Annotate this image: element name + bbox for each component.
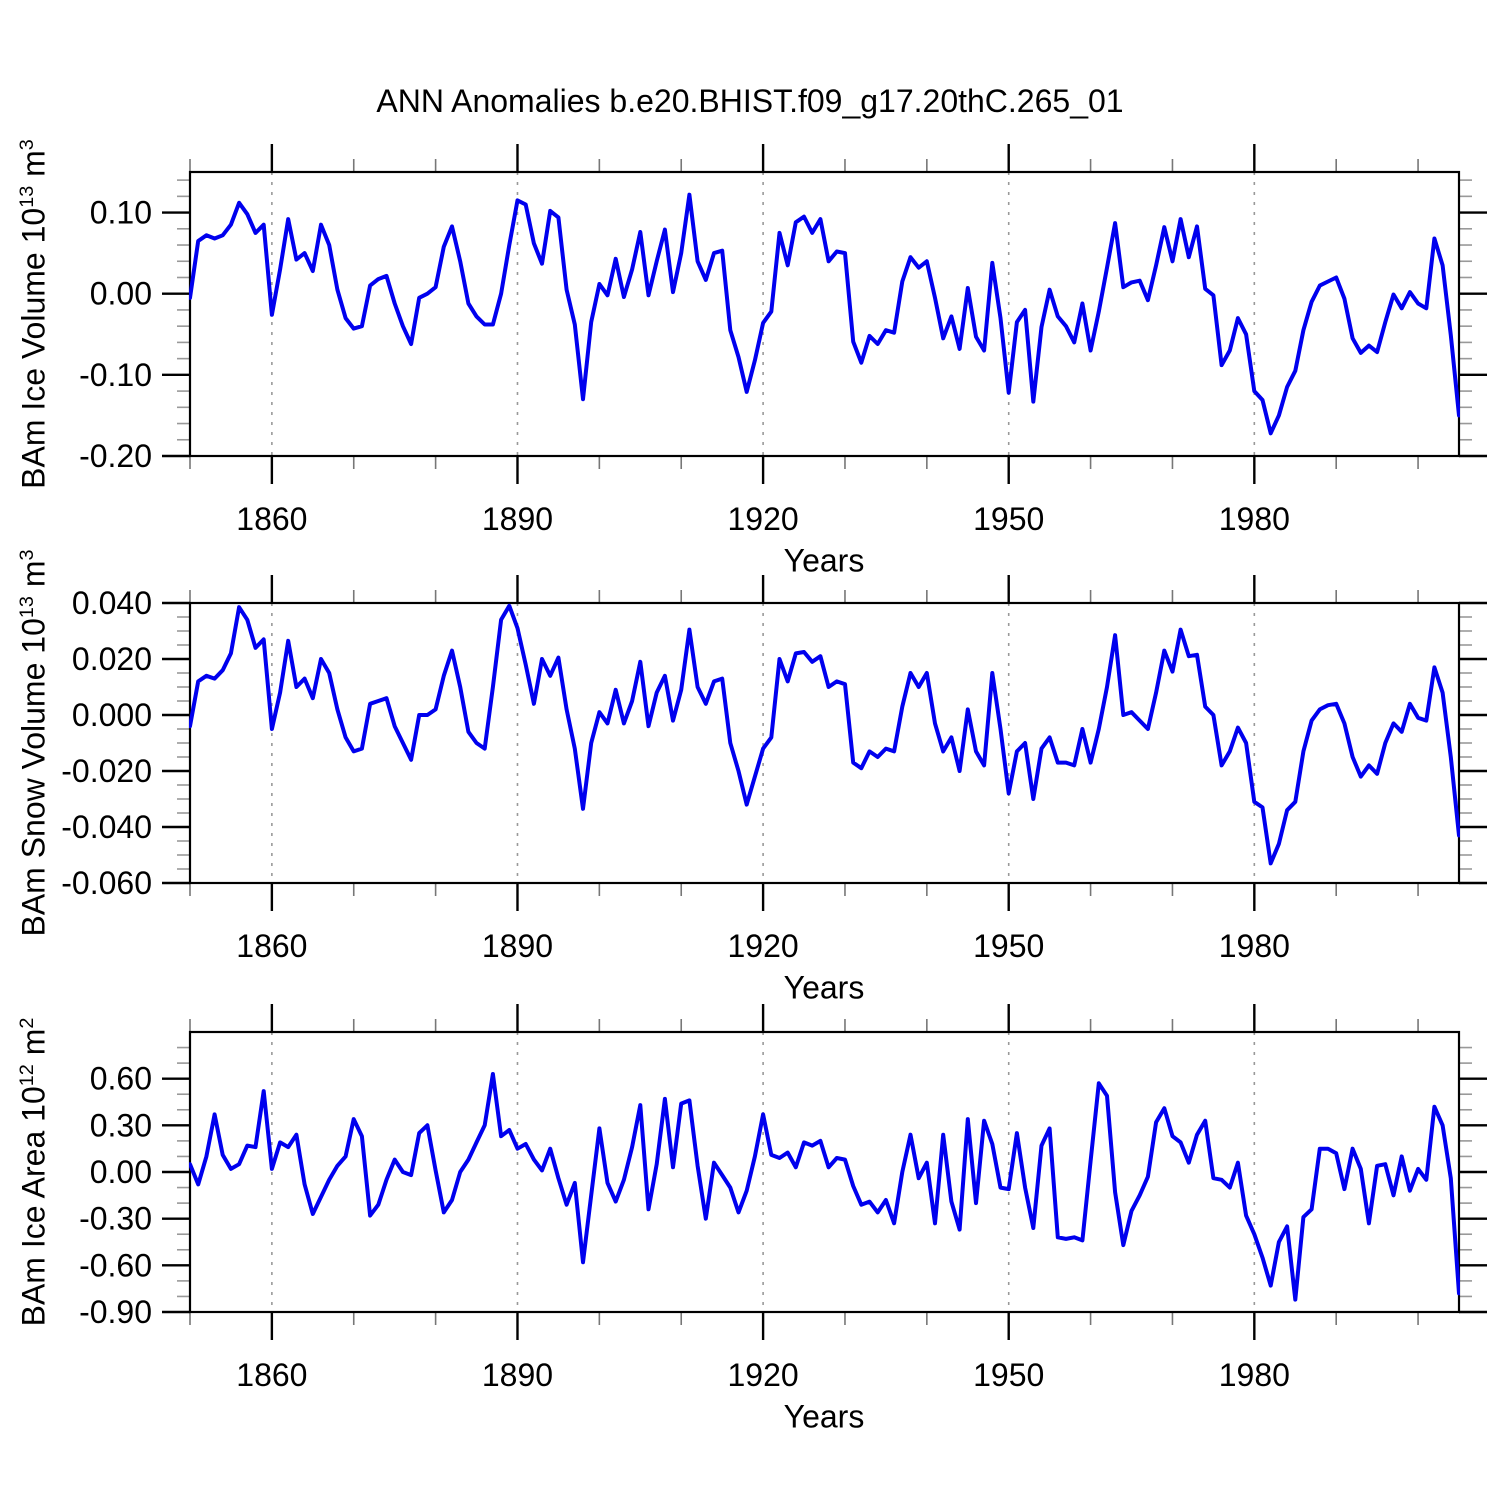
panel-frame xyxy=(188,170,1461,458)
x-tick-label: 1980 xyxy=(1219,928,1290,964)
chart-title: ANN Anomalies b.e20.BHIST.f09_g17.20thC.… xyxy=(376,83,1124,119)
y-tick-label: -0.20 xyxy=(79,438,152,474)
y-tick-label: -0.060 xyxy=(61,865,152,901)
y-tick-label: 0.30 xyxy=(90,1107,152,1143)
y-axis-title-ice-volume: BAm Ice Volume 1013 m3 xyxy=(15,139,52,489)
y-tick-label: -0.60 xyxy=(79,1247,152,1283)
x-tick-label: 1890 xyxy=(482,501,553,537)
y-tick-label: -0.040 xyxy=(61,809,152,845)
y-tick-label: 0.000 xyxy=(72,697,152,733)
x-axis-title-years-panel3: Years xyxy=(783,1398,865,1435)
snow-volume-line xyxy=(189,603,1460,866)
x-tick-label: 1860 xyxy=(236,1357,307,1393)
x-tick-label: 1860 xyxy=(236,501,307,537)
ice-volume-line xyxy=(189,192,1460,436)
panel-snow-volume: 1860 1890 1920 1950 1980 0.040 0.020 0.000 -0.02… xyxy=(61,575,1487,964)
x-tick-label: 1890 xyxy=(482,1357,553,1393)
x-tick-label: 1950 xyxy=(973,501,1044,537)
x-tick-label: 1980 xyxy=(1219,501,1290,537)
ice-area-line xyxy=(189,1072,1460,1302)
panel-ice-area: 1860 1890 1920 1950 1980 0.60 0.30 0.00 -0.30 -0.… xyxy=(79,1004,1487,1393)
y-axis-title-ice-area: BAm Ice Area 1012 m2 xyxy=(15,1017,52,1327)
y-tick-label: 0.00 xyxy=(90,276,152,312)
x-tick-label: 1980 xyxy=(1219,1357,1290,1393)
y-tick-label: 0.020 xyxy=(72,641,152,677)
x-tick-label: 1950 xyxy=(973,928,1044,964)
y-tick-label: -0.90 xyxy=(79,1294,152,1330)
y-axis-title-snow-volume: BAm Snow Volume 1013 m3 xyxy=(15,549,52,937)
y-tick-label: 0.60 xyxy=(90,1061,152,1097)
panel-ice-volume: 1860 1890 1920 1950 1980 0.10 0.00 -0.10 -0.20 xyxy=(79,144,1487,537)
x-tick-label: 1920 xyxy=(728,1357,799,1393)
x-tick-label: 1860 xyxy=(236,928,307,964)
x-axis-title-years-panel2: Years xyxy=(783,969,865,1006)
y-tick-label: 0.040 xyxy=(72,585,152,621)
panel-frame xyxy=(188,601,1461,885)
panel-frame xyxy=(188,1030,1461,1314)
x-axis-title-years-panel1: Years xyxy=(783,542,865,579)
y-tick-label: -0.020 xyxy=(61,753,152,789)
y-tick-label: -0.10 xyxy=(79,357,152,393)
x-tick-label: 1920 xyxy=(728,928,799,964)
y-tick-label: 0.10 xyxy=(90,195,152,231)
x-tick-label: 1890 xyxy=(482,928,553,964)
y-tick-label: -0.30 xyxy=(79,1201,152,1237)
x-tick-label: 1950 xyxy=(973,1357,1044,1393)
y-tick-label: 0.00 xyxy=(90,1154,152,1190)
x-tick-label: 1920 xyxy=(728,501,799,537)
